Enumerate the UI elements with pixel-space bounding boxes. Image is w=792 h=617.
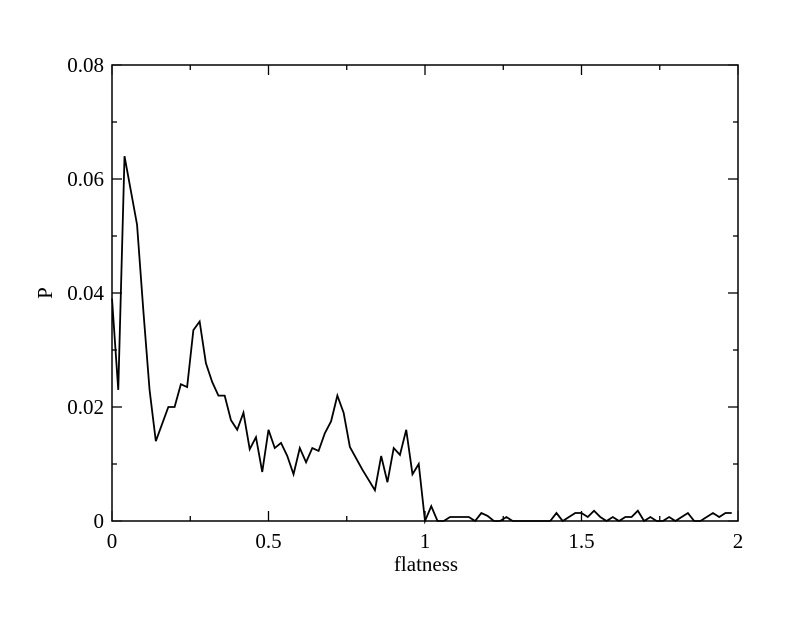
x-tick-label: 1: [420, 529, 431, 553]
y-tick-label: 0: [94, 509, 105, 533]
y-tick-label: 0.04: [67, 281, 104, 305]
y-tick-label: 0.08: [67, 53, 104, 77]
data-line: [111, 156, 732, 525]
x-tick-label: 2: [733, 529, 744, 553]
plot-frame: [111, 64, 739, 522]
x-tick-label: 1.5: [568, 529, 594, 553]
x-axis-label: flatness: [394, 552, 458, 576]
y-axis-label: P: [33, 287, 57, 299]
x-tick-label: 0: [107, 529, 118, 553]
y-tick-label: 0.06: [67, 167, 104, 191]
x-tick-label: 0.5: [255, 529, 281, 553]
y-tick-label: 0.02: [67, 395, 104, 419]
